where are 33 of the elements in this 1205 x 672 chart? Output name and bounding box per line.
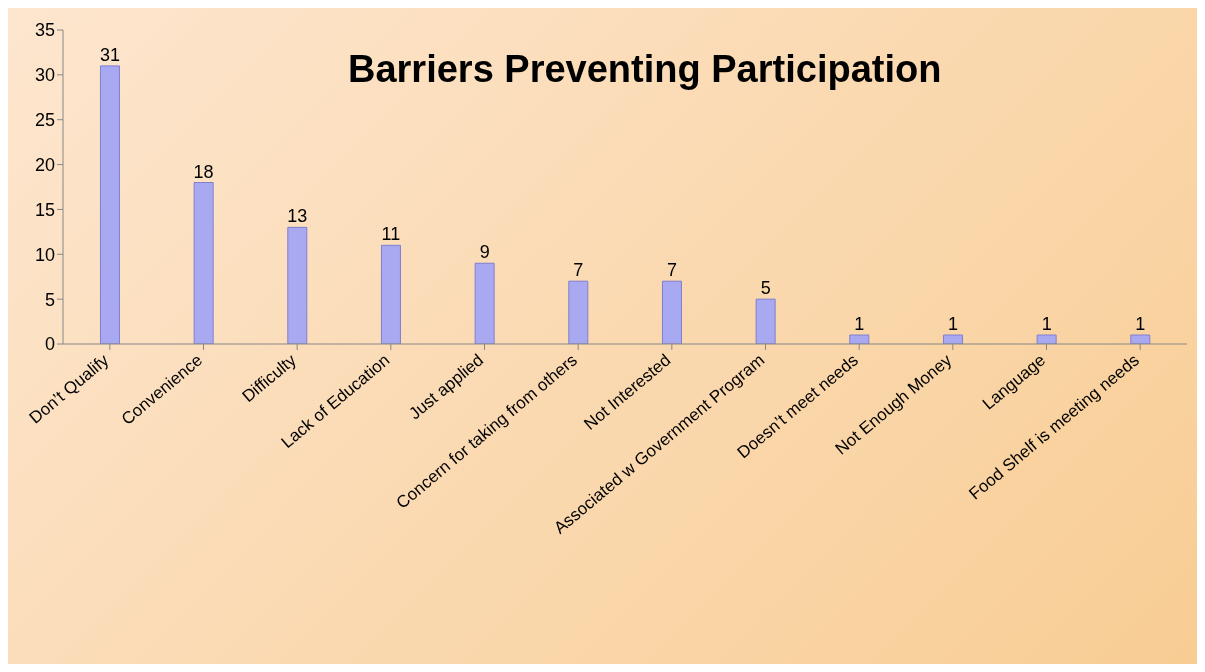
data-label: 5 [760,278,771,299]
y-tick-label: 15 [34,199,55,220]
y-tick-label: 10 [34,244,55,265]
data-label: 31 [99,44,120,65]
bar [849,334,870,344]
y-tick-label: 5 [44,289,55,310]
bar [568,280,589,344]
bar [380,244,401,344]
y-tick-label: 25 [34,110,55,131]
y-tick-label: 20 [34,154,55,175]
data-label: 18 [193,161,214,182]
bar [474,262,495,344]
bar [1130,334,1151,344]
data-label: 1 [947,314,958,335]
data-label: 1 [1041,314,1052,335]
data-label: 7 [573,260,584,281]
bar [193,182,214,344]
bar [1036,334,1057,344]
bar [661,280,682,344]
bar [942,334,963,344]
y-tick-label: 30 [34,65,55,86]
data-label: 7 [666,260,677,281]
bar [287,226,308,344]
bar [99,65,120,344]
text: Barriers Preventing Participation [348,48,942,91]
data-label: 11 [381,224,401,245]
data-label: 1 [854,314,865,335]
data-label: 13 [287,206,308,227]
y-tick-label: 0 [44,334,55,355]
y-tick-label: 35 [34,20,55,41]
data-label: 9 [479,242,490,263]
bar [755,298,776,344]
data-label: 1 [1135,314,1146,335]
